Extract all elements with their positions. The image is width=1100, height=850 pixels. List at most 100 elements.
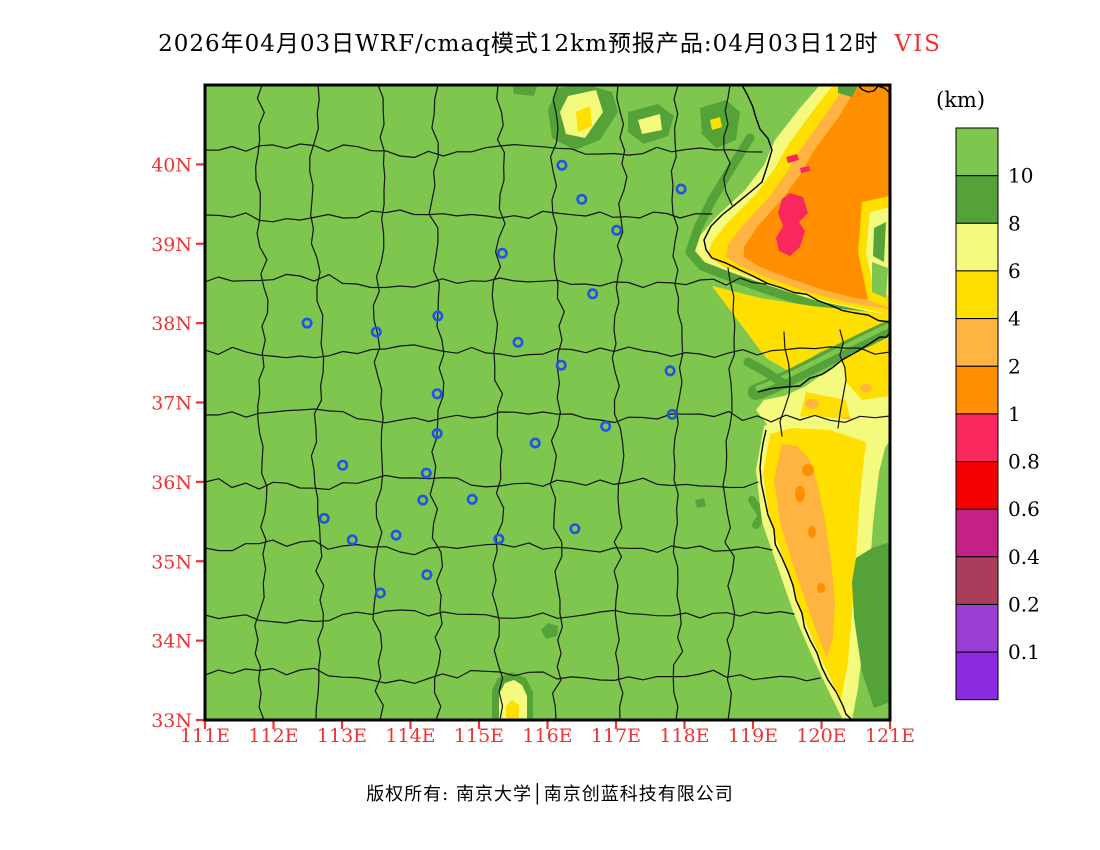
lon-label-114E: 114E (385, 725, 435, 747)
lat-label-35N: 35N (151, 551, 192, 573)
boundary-line (205, 474, 759, 491)
axis-labels: 111E 112E 113E 114E 115E 116E 117E 118E 119E 120E… (151, 154, 915, 747)
boundary-line (205, 667, 821, 684)
page-title: 2026年04月03日WRF/cmaq模式12km预报产品:04月03日12时 V… (0, 24, 1100, 58)
lat-label-36N: 36N (151, 472, 192, 494)
legend-colorbar: 10 8 6 4 2 1 0.8 0.6 0.4 0.2 0.1 (955, 127, 1040, 701)
lon-label-119E: 119E (728, 725, 778, 747)
legend-swatch-3 (955, 270, 999, 319)
city-marker (390, 529, 402, 541)
lat-label-33N: 33N (151, 710, 192, 732)
boundary-line (309, 85, 325, 720)
legend-tick-0.1: 0.1 (1008, 640, 1040, 664)
legend-swatch-7 (955, 461, 999, 510)
legend-swatch-8 (955, 508, 999, 558)
boundary-line (722, 267, 736, 720)
legend-tick-6: 6 (1008, 259, 1021, 283)
city-marker (496, 247, 508, 259)
city-marker (555, 359, 567, 371)
district-boundaries (205, 85, 890, 720)
legend-tick-0.4: 0.4 (1008, 545, 1040, 569)
lon-label-115E: 115E (454, 725, 504, 747)
city-marker (431, 388, 443, 400)
coastline (757, 332, 890, 393)
legend-unit-label: (km) (936, 88, 985, 112)
city-marker (370, 326, 382, 338)
city-marker (529, 437, 541, 449)
boundary-line (254, 85, 269, 720)
city-marker (301, 317, 313, 329)
lat-label-34N: 34N (151, 631, 192, 653)
legend-swatch-4 (955, 318, 999, 367)
coastline (703, 85, 890, 323)
boundary-line (205, 209, 713, 223)
boundary-line (205, 344, 890, 359)
boundary-line (205, 539, 773, 556)
city-marker (493, 533, 505, 545)
boundary-line (205, 273, 767, 289)
city-marker (569, 523, 581, 535)
legend-tick-4: 4 (1008, 307, 1021, 331)
city-marker (600, 420, 612, 432)
boundary-line (837, 329, 847, 429)
title-main-text: 2026年04月03日WRF/cmaq模式12km预报产品:04月03日12时 (158, 31, 879, 57)
boundary-line (611, 85, 628, 720)
city-marker (466, 493, 478, 505)
lon-label-116E: 116E (522, 725, 572, 747)
legend-tick-2: 2 (1008, 354, 1021, 378)
lon-label-113E: 113E (317, 725, 367, 747)
lon-label-117E: 117E (591, 725, 641, 747)
boundary-line (428, 85, 445, 720)
legend-tick-0.6: 0.6 (1008, 497, 1040, 521)
legend-swatch-5 (955, 365, 999, 415)
city-marker (666, 408, 678, 420)
legend-tick-10: 10 (1008, 164, 1033, 188)
lon-label-120E: 120E (796, 725, 846, 747)
boundary-line (491, 85, 506, 720)
lat-label-39N: 39N (151, 234, 192, 256)
city-marker (587, 288, 599, 300)
city-marker (432, 310, 444, 322)
contour-regions (492, 85, 890, 720)
city-marker (417, 494, 429, 506)
city-marker (374, 587, 386, 599)
legend-swatch-9 (955, 556, 999, 605)
city-marker (664, 365, 676, 377)
city-marker (346, 534, 358, 546)
boundary-line (670, 85, 684, 720)
boundary-line (549, 85, 565, 720)
city-marker (421, 569, 433, 581)
boundary-line (205, 143, 763, 158)
copyright-text: 版权所有: 南京大学│南京创蓝科技有限公司 (366, 784, 734, 805)
city-marker (512, 336, 524, 348)
legend-swatch-0 (955, 127, 999, 177)
boundary-line (372, 85, 386, 720)
boundary-line (205, 408, 890, 424)
city-markers (301, 159, 687, 599)
title-variable-label: VIS (894, 31, 942, 57)
lon-label-121E: 121E (865, 725, 915, 747)
legend-swatch-1 (955, 175, 999, 224)
legend-swatch-2 (955, 222, 999, 272)
lat-label-38N: 38N (151, 313, 192, 335)
lon-label-118E: 118E (659, 725, 709, 747)
map-frame (203, 83, 892, 722)
city-marker (337, 459, 349, 471)
legend-swatch-10 (955, 604, 999, 653)
city-marker (431, 427, 443, 439)
boundary-line (205, 609, 795, 624)
legend-tick-0.2: 0.2 (1008, 593, 1040, 617)
city-marker (556, 159, 568, 171)
legend-swatch-6 (955, 413, 999, 462)
boundary-line (723, 85, 733, 206)
city-marker (675, 183, 687, 195)
lat-label-37N: 37N (151, 393, 192, 415)
legend-tick-1: 1 (1008, 402, 1021, 426)
city-marker (318, 512, 330, 524)
city-marker (611, 224, 623, 236)
legend-tick-8: 8 (1008, 211, 1021, 235)
lon-label-111E: 111E (180, 725, 230, 747)
legend-tick-0.8: 0.8 (1008, 450, 1040, 474)
